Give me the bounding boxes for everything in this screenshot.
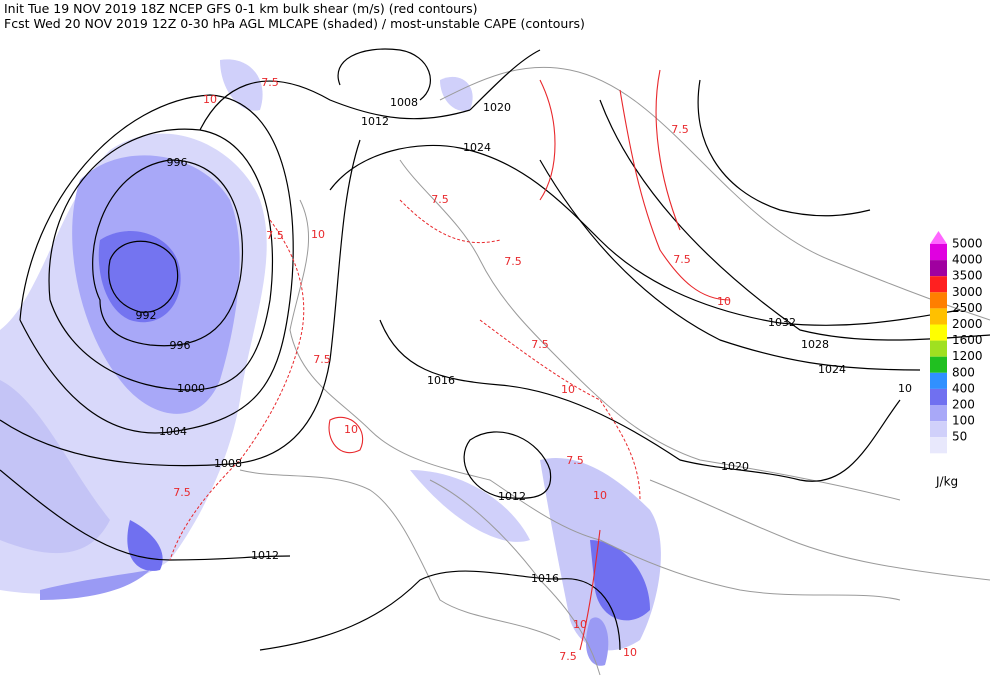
isobar-label: 1024 [818,363,846,376]
legend-swatch [930,340,947,357]
shear-label: 7.5 [431,193,449,206]
legend-label: 400 [952,381,975,395]
isobar-label: 996 [170,339,191,352]
legend-label: 5000 [952,237,983,251]
isobar-label: 1008 [214,457,242,470]
legend-swatch [930,421,947,438]
legend-label: 800 [952,365,975,379]
shear-label: 7.5 [566,454,584,467]
header-line: Fcst Wed 20 NOV 2019 12Z 0-30 hPa AGL ML… [4,16,585,31]
legend-label: 2500 [952,301,983,315]
isobar-label: 1004 [159,425,187,438]
legend-swatch [930,356,947,373]
shear-label: 7.5 [261,76,279,89]
shear-label: 7.5 [559,650,577,663]
legend-swatch [930,372,947,389]
legend-swatch [930,388,947,405]
legend-swatch [930,308,947,325]
isobars [0,48,991,651]
isobar-label: 992 [136,309,157,322]
legend-swatch [930,231,947,244]
shear-label: 7.5 [671,123,689,136]
legend-label: 200 [952,398,975,412]
isobar-label: 1012 [498,490,526,503]
header-line: Init Tue 19 NOV 2019 18Z NCEP GFS 0-1 km… [4,1,478,16]
legend-label: 2000 [952,317,983,331]
isobar-label: 1032 [768,316,796,329]
legend-label: 100 [952,414,975,428]
shear-label: 10 [593,489,607,502]
shear-label: 7.5 [313,353,331,366]
legend-swatch [930,324,947,341]
legend-label: 3000 [952,285,983,299]
legend: J/kg 5000 4000 3500 3000 2500 2000 1600 1200 800… [930,231,983,489]
legend-label: 3500 [952,269,983,283]
shear-label: 10 [311,228,325,241]
legend-label: 1600 [952,333,983,347]
legend-unit: J/kg [935,475,958,489]
isobar-label: 1016 [427,374,455,387]
legend-swatch [930,276,947,293]
legend-swatch [930,244,947,261]
isobar-label: 1012 [251,549,279,562]
shear-labels: 10 7.5 7.5 10 7.5 7.5 10 7.5 7.5 10 7.5 … [173,76,731,663]
legend-swatch [930,405,947,422]
legend-label: 4000 [952,253,983,267]
legend-label: 50 [952,430,967,444]
shear-label: 10 [623,646,637,659]
isobar-label: 1016 [531,572,559,585]
shear-label: 10 [561,383,575,396]
isobar-label: 1012 [361,115,389,128]
isobar-labels: 1008 1012 1020 1024 996 992 996 1000 100… [136,96,913,585]
shear-label: 10 [344,423,358,436]
shear-contours [169,69,731,651]
isobar-label: 996 [167,156,188,169]
shear-label: 10 [573,618,587,631]
isobar-label: 1028 [801,338,829,351]
shear-label: 7.5 [266,229,284,242]
legend-swatch [930,260,947,277]
isobar-label: 1024 [463,141,491,154]
shear-label: 7.5 [504,255,522,268]
shear-label: 7.5 [673,253,691,266]
legend-swatch [930,292,947,309]
shear-label: 7.5 [531,338,549,351]
legend-label: 1200 [952,349,983,363]
isobar-label: 1020 [721,460,749,473]
legend-swatch [930,437,947,454]
isobar-label: 1008 [390,96,418,109]
isobar-label: 1000 [177,382,205,395]
isobar-label: 10 [898,382,912,395]
coastlines [239,66,991,676]
shear-label: 7.5 [173,486,191,499]
shear-label: 10 [717,295,731,308]
shear-label: 10 [203,93,217,106]
header: Init Tue 19 NOV 2019 18Z NCEP GFS 0-1 km… [4,1,585,31]
isobar-label: 1020 [483,101,511,114]
